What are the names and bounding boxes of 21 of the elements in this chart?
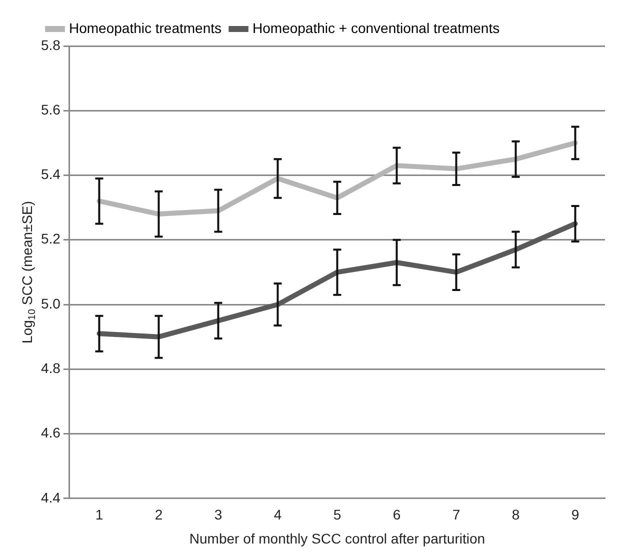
- legend-label: Homeopathic + conventional treatments: [252, 20, 500, 36]
- x-tick-label: 6: [392, 506, 401, 523]
- y-tick-label: 4.6: [40, 424, 61, 441]
- x-tick-label: 3: [214, 506, 222, 523]
- x-tick-label: 5: [333, 506, 342, 523]
- x-tick-label: 8: [512, 506, 520, 523]
- y-tick-label: 5.0: [40, 295, 61, 312]
- y-tick-label: 5.6: [40, 101, 61, 118]
- y-tick-label: 5.2: [40, 230, 61, 247]
- x-tick-label: 9: [571, 506, 580, 523]
- x-tick-label: 2: [154, 506, 163, 523]
- x-tick-label: 7: [452, 506, 460, 523]
- y-tick-label: 5.8: [40, 36, 61, 53]
- y-tick-label: 4.8: [40, 360, 61, 376]
- x-axis-title: Number of monthly SCC control after parturition: [189, 530, 486, 546]
- x-tick-label: 1: [95, 506, 104, 523]
- y-axis-title: Log10 SCC (mean±SE): [18, 200, 38, 344]
- legend-label: Homeopathic treatments: [69, 20, 222, 36]
- y-tick-label: 5.4: [40, 166, 61, 182]
- y-tick-label: 4.4: [40, 489, 61, 506]
- x-tick-label: 4: [274, 506, 282, 523]
